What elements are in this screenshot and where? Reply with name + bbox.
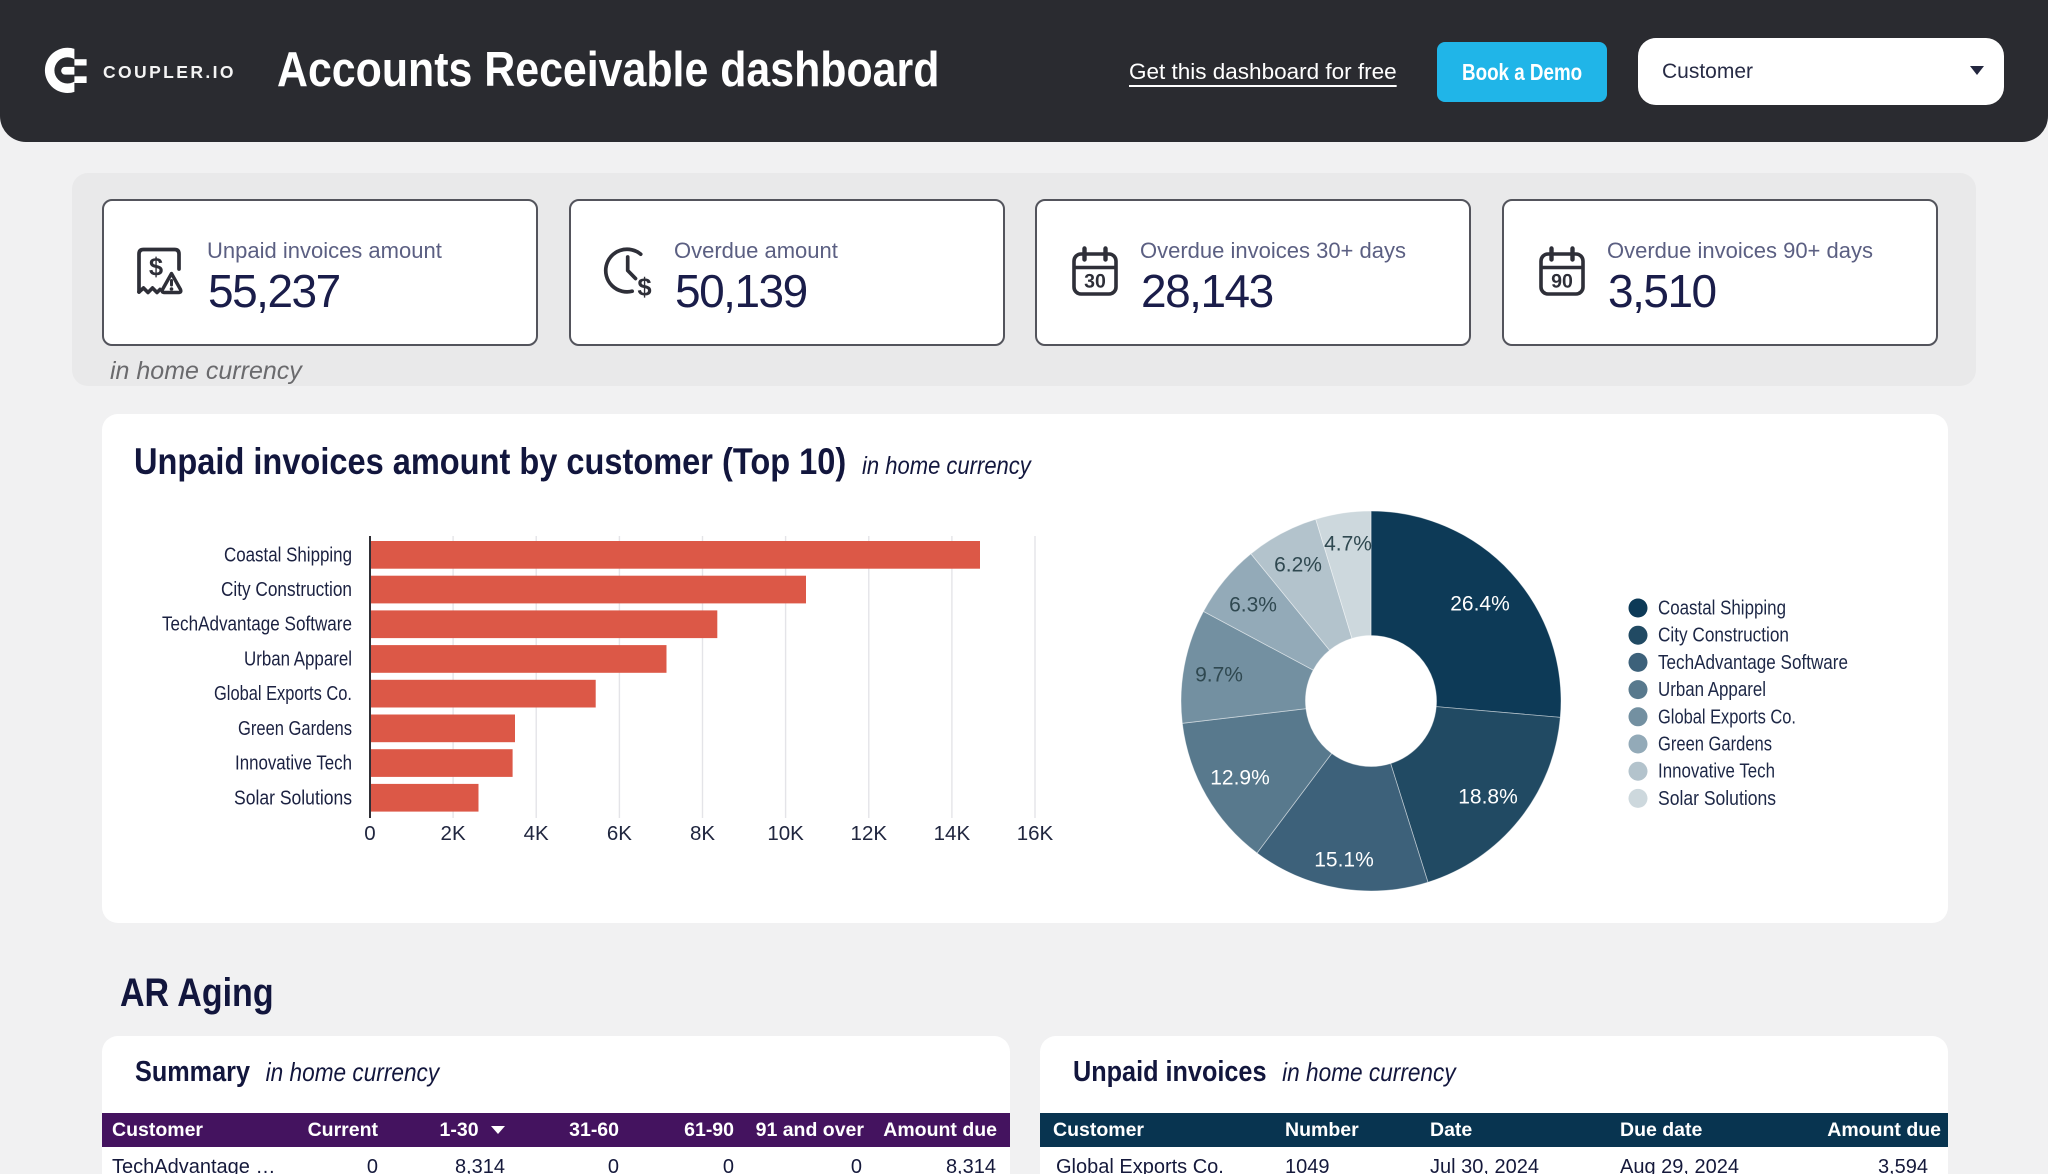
svg-text:6.2%: 6.2% [1274, 554, 1322, 577]
svg-text:TechAdvantage Software: TechAdvantage Software [162, 613, 352, 636]
svg-text:Coastal Shipping: Coastal Shipping [224, 543, 352, 566]
svg-text:Urban Apparel: Urban Apparel [1658, 678, 1766, 701]
svg-text:2K: 2K [441, 822, 466, 845]
svg-text:4K: 4K [524, 822, 549, 845]
svg-text:9.7%: 9.7% [1195, 664, 1243, 687]
svg-text:Global Exports Co.: Global Exports Co. [1658, 705, 1796, 728]
svg-text:Green Gardens: Green Gardens [238, 717, 352, 740]
svg-text:14K: 14K [934, 822, 971, 845]
svg-text:12.9%: 12.9% [1210, 767, 1270, 790]
svg-text:10K: 10K [767, 822, 804, 845]
svg-text:City Construction: City Construction [1658, 624, 1789, 647]
svg-text:Coastal Shipping: Coastal Shipping [1658, 597, 1786, 620]
svg-text:Global Exports Co.: Global Exports Co. [214, 682, 352, 705]
svg-text:Innovative Tech: Innovative Tech [1658, 760, 1775, 783]
svg-text:Urban Apparel: Urban Apparel [244, 648, 352, 671]
svg-text:Green Gardens: Green Gardens [1658, 733, 1772, 756]
svg-text:Innovative Tech: Innovative Tech [235, 752, 352, 775]
svg-text:12K: 12K [851, 822, 888, 845]
svg-text:0: 0 [364, 822, 375, 845]
svg-text:6K: 6K [607, 822, 632, 845]
svg-text:15.1%: 15.1% [1314, 849, 1374, 872]
svg-text:6.3%: 6.3% [1229, 594, 1277, 617]
svg-text:Solar Solutions: Solar Solutions [1658, 787, 1776, 810]
svg-text:City Construction: City Construction [221, 578, 352, 601]
svg-text:18.8%: 18.8% [1458, 786, 1518, 809]
svg-text:16K: 16K [1017, 822, 1054, 845]
svg-text:TechAdvantage Software: TechAdvantage Software [1658, 651, 1848, 674]
svg-text:8K: 8K [690, 822, 715, 845]
svg-text:4.7%: 4.7% [1324, 533, 1372, 556]
svg-text:26.4%: 26.4% [1450, 593, 1510, 616]
svg-text:Solar Solutions: Solar Solutions [234, 786, 352, 809]
